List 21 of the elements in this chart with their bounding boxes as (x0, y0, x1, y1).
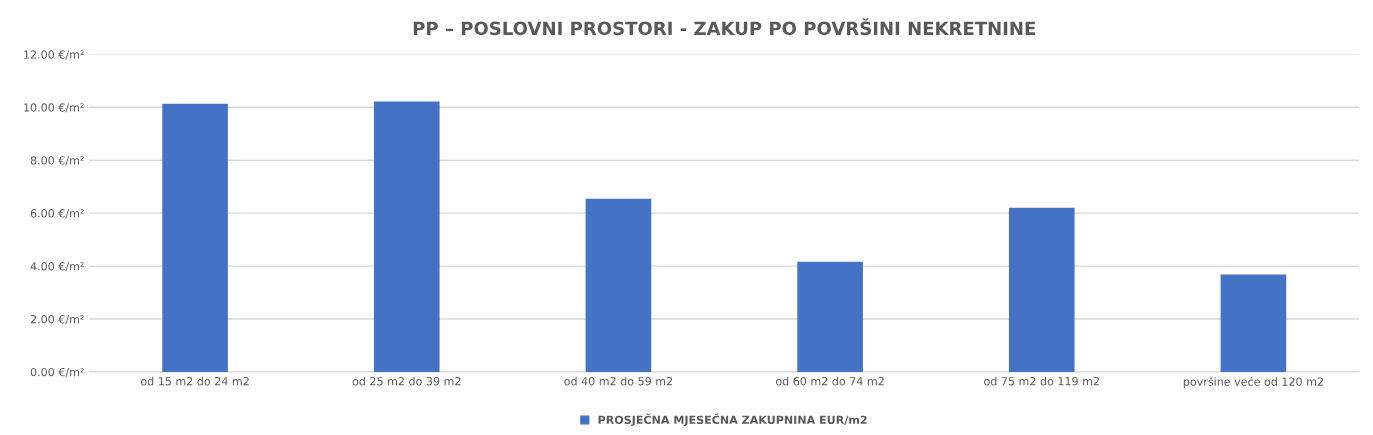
x-tick-label: površine veće od 120 m2 (1183, 376, 1323, 388)
y-tick-label: 12.00 €/m² (24, 50, 84, 60)
y-tick-label: 0.00 €/m² (30, 367, 84, 378)
y-tick-label: 8.00 €/m² (30, 156, 84, 166)
x-tick-label: od 15 m2 do 24 m2 (140, 376, 249, 386)
bar (1008, 207, 1075, 372)
y-tick-label: 4.00 €/m² (30, 262, 84, 272)
bar (797, 261, 863, 372)
bar (373, 101, 440, 372)
x-tick-label: od 25 m2 do 39 m2 (352, 376, 461, 386)
x-tick-label: od 60 m2 do 74 m2 (775, 376, 884, 386)
x-tick-label: od 40 m2 do 59 m2 (564, 376, 673, 386)
y-tick-label: 6.00 €/m² (30, 209, 84, 219)
y-tick-label: 10.00 €/m² (24, 103, 84, 113)
x-tick-label: od 75 m2 do 119 m2 (984, 376, 1099, 386)
y-tick-label: 2.00 €/m² (30, 314, 84, 325)
bar (1220, 274, 1287, 372)
chart-title: PP – POSLOVNI PROSTORI - ZAKUP PO POVRŠINI NEKRETNINE (413, 18, 1036, 36)
bar (585, 198, 652, 372)
bar (162, 103, 228, 372)
legend-label: PROSJEČNA MJESEČNA ZAKUPNINA EUR/m2 (598, 413, 867, 427)
